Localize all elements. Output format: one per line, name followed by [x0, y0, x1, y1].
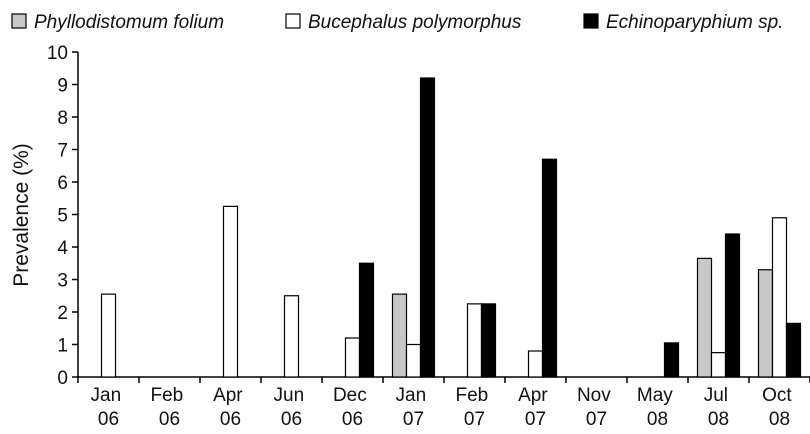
- bar: [724, 233, 741, 378]
- x-tick-label: Apr 06: [213, 385, 248, 430]
- legend-swatch: [583, 13, 599, 29]
- x-tick-label: Jul 08: [704, 385, 734, 430]
- legend-swatch: [285, 13, 301, 29]
- y-tick-label: 6: [57, 173, 68, 194]
- x-tick-label: Nov 07: [577, 385, 616, 430]
- bar: [344, 337, 361, 378]
- bar: [480, 303, 497, 378]
- bar: [222, 205, 239, 378]
- bar: [785, 322, 802, 378]
- legend-label: Bucephalus polymorphus: [308, 12, 522, 33]
- y-tick-label: 5: [57, 206, 68, 227]
- x-tick-label: Feb 06: [150, 385, 188, 430]
- y-tick-label: 10: [47, 43, 68, 64]
- legend-label: Echinoparyphium sp.: [606, 12, 783, 33]
- x-tick-label: May 08: [637, 385, 678, 430]
- y-tick-label: 7: [57, 141, 68, 162]
- y-tick-label: 9: [57, 76, 68, 97]
- bar: [696, 257, 713, 378]
- bar: [100, 293, 117, 378]
- bar: [771, 217, 788, 378]
- x-tick-label: Feb 07: [455, 385, 493, 430]
- x-tick-label: Jan 07: [396, 385, 432, 430]
- y-axis-label: Prevalence (%): [10, 143, 33, 287]
- y-tick-label: 4: [57, 238, 68, 259]
- bar: [663, 342, 680, 378]
- x-tick-label: Dec 06: [333, 385, 372, 430]
- legend-swatch: [11, 13, 27, 29]
- bar: [757, 269, 774, 378]
- bar: [358, 262, 375, 378]
- y-tick-label: 8: [57, 108, 68, 129]
- x-tick-label: Jun 06: [274, 385, 310, 430]
- y-tick-label: 2: [57, 303, 68, 324]
- y-tick-label: 3: [57, 271, 68, 292]
- bar: [283, 295, 300, 378]
- y-tick-label: 0: [57, 368, 68, 389]
- x-tick-label: Jan 06: [91, 385, 127, 430]
- bar: [405, 343, 422, 378]
- bar: [541, 158, 558, 378]
- x-tick-label: Apr 07: [518, 385, 553, 430]
- bar: [466, 303, 483, 378]
- bar: [391, 293, 408, 378]
- bar: [419, 77, 436, 378]
- bar: [710, 352, 727, 378]
- y-tick-label: 1: [57, 336, 68, 357]
- x-tick-label: Oct 08: [762, 385, 797, 430]
- legend-label: Phyllodistomum folium: [34, 12, 224, 33]
- bar: [527, 350, 544, 378]
